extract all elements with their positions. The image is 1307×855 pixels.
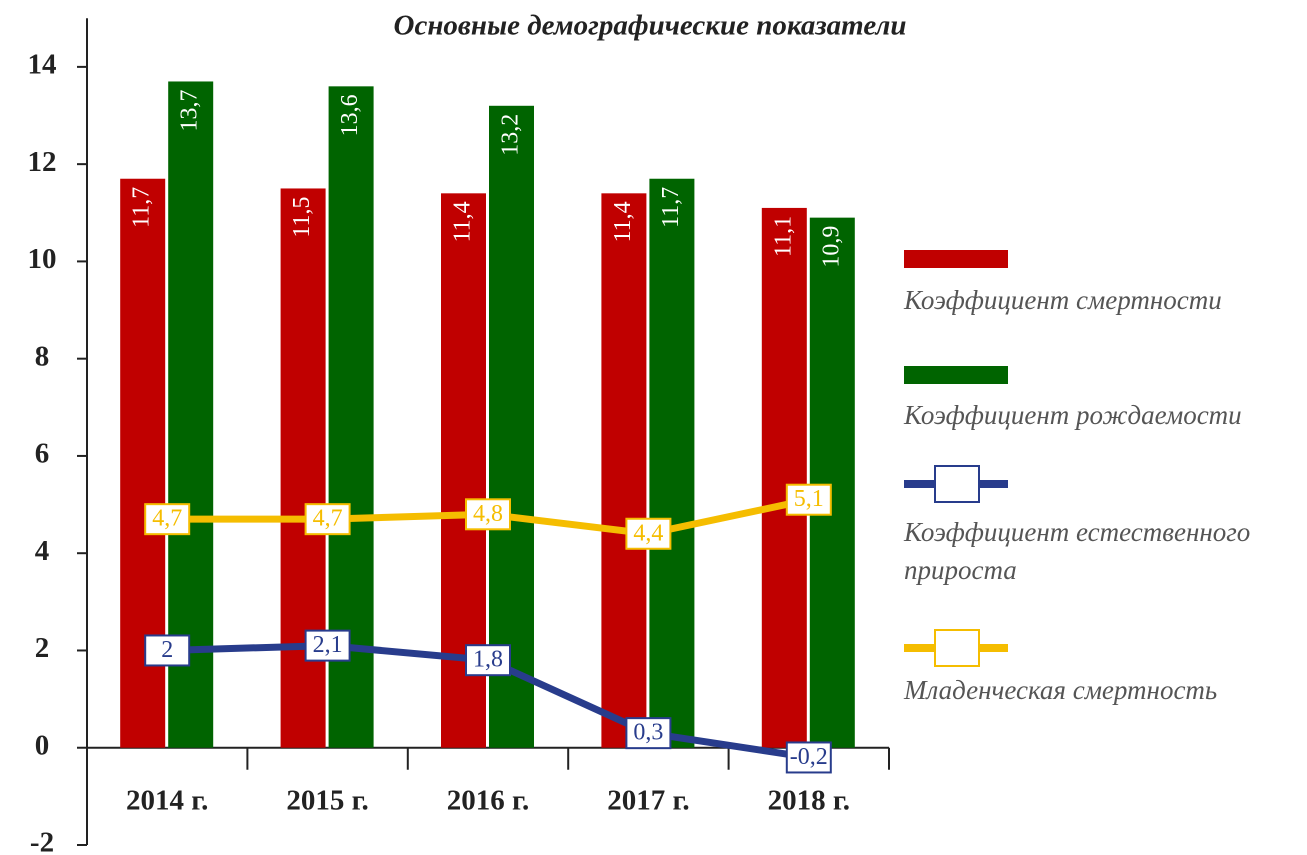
bar-label: 13,7	[177, 89, 203, 131]
point-label-group: 4,8	[465, 498, 511, 531]
x-tick-label: 2017 г.	[607, 785, 689, 817]
bar	[601, 193, 647, 748]
point-label-group: 0,3	[625, 717, 672, 750]
bar	[280, 188, 326, 748]
bar-label: 11,5	[289, 196, 315, 237]
point-label-box	[304, 503, 351, 536]
point-label-box	[785, 741, 832, 774]
point-label: 4,8	[473, 501, 503, 527]
point-label-group: 2,1	[304, 629, 351, 662]
point-label-group: 5,1	[785, 483, 832, 516]
x-tick-label: 2014 г.	[126, 785, 208, 817]
legend-label: Коэффициент рождаемости	[904, 400, 1242, 430]
bar-label: 11,4	[450, 201, 476, 242]
bar-label: 11,7	[658, 187, 684, 228]
bar-label: 13,2	[498, 114, 524, 156]
point-label: 4,4	[633, 520, 663, 546]
bar-label: 10,9	[818, 226, 844, 268]
bar	[809, 217, 855, 748]
point-label-group: 4,4	[625, 517, 672, 550]
point-label: 2,1	[313, 632, 343, 658]
legend-label: Коэффициент смертности	[904, 285, 1222, 315]
point-label-box	[625, 717, 672, 750]
point-label: -0,2	[790, 744, 828, 770]
bar	[649, 178, 695, 748]
bar-label: 11,7	[129, 187, 155, 228]
bar	[761, 207, 807, 748]
legend-label: Младенческая смертность	[904, 675, 1218, 705]
bar-label: 11,1	[770, 216, 796, 257]
x-tick-label: 2015 г.	[286, 785, 368, 817]
point-label-group: -0,2	[785, 741, 832, 774]
point-label-box	[465, 644, 511, 677]
point-label-box	[625, 517, 672, 550]
point-label-box	[144, 503, 191, 536]
legend-marker	[934, 629, 980, 667]
point-label-box	[304, 629, 351, 662]
point-label: 4,7	[152, 506, 182, 532]
y-tick-label: 14	[28, 49, 57, 81]
bar	[489, 105, 534, 748]
point-label-group: 2	[144, 634, 191, 667]
y-tick-label: 2	[35, 632, 50, 664]
legend-swatch	[904, 366, 1008, 384]
y-tick-label: -2	[30, 827, 54, 855]
y-tick-label: 8	[35, 340, 50, 372]
point-label-group: 4,7	[144, 503, 191, 536]
point-label-group: 4,7	[304, 503, 351, 536]
x-tick-label: 2016 г.	[447, 785, 529, 817]
y-tick-label: 6	[35, 438, 50, 470]
x-tick-label: 2018 г.	[768, 785, 850, 817]
point-label: 1,8	[473, 647, 503, 673]
y-tick-label: 10	[28, 243, 57, 275]
legend-marker	[934, 465, 980, 503]
point-label: 2	[161, 637, 173, 663]
legend-swatch	[904, 250, 1008, 268]
legend-label: Коэффициент естественного прироста	[904, 517, 1251, 585]
y-tick-label: 12	[28, 146, 57, 178]
point-label-group: 1,8	[465, 644, 511, 677]
point-label: 4,7	[313, 506, 343, 532]
bar-label: 11,4	[610, 201, 636, 242]
point-label: 5,1	[794, 486, 824, 512]
y-tick-label: 0	[35, 729, 50, 761]
y-tick-label: 4	[35, 535, 50, 567]
point-label-box	[465, 498, 511, 531]
point-label: 0,3	[633, 720, 663, 746]
chart-title: Основные демографические показатели	[394, 10, 907, 42]
point-label-box	[785, 483, 832, 516]
bar-label: 13,6	[337, 94, 363, 136]
point-label-box	[144, 634, 191, 667]
